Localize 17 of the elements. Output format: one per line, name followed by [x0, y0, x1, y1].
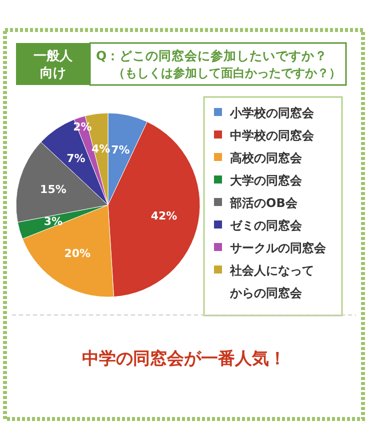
- chart-subtitle: 一般人向け: [34, 49, 74, 81]
- text: 中学の同窓会が一番人気！: [82, 349, 286, 369]
- legend-label: サークルの同窓会: [230, 241, 327, 255]
- legend-label: 高校の同窓会: [230, 151, 303, 165]
- legend-label: 小学校の同窓会: [229, 106, 315, 120]
- legend-label: 中学校の同窓会: [230, 128, 315, 142]
- legend-label: 部活のOB会: [229, 196, 298, 210]
- data-label: 7%: [111, 143, 130, 156]
- chart-title: Q：どこの同窓会に参加したいですか？（もしくは参加して面白かったですか？）: [96, 48, 341, 80]
- legend-label: 大学の同窓会: [230, 174, 303, 188]
- data-label: 42%: [150, 210, 178, 223]
- data-label: 15%: [40, 183, 66, 196]
- data-label: 3%: [44, 214, 63, 228]
- data-label: 20%: [64, 247, 91, 260]
- legend-label: ゼミの同窓会: [230, 218, 303, 232]
- legend-label: 社会人になってからの同窓会: [229, 264, 314, 300]
- data-label: 7%: [66, 152, 86, 165]
